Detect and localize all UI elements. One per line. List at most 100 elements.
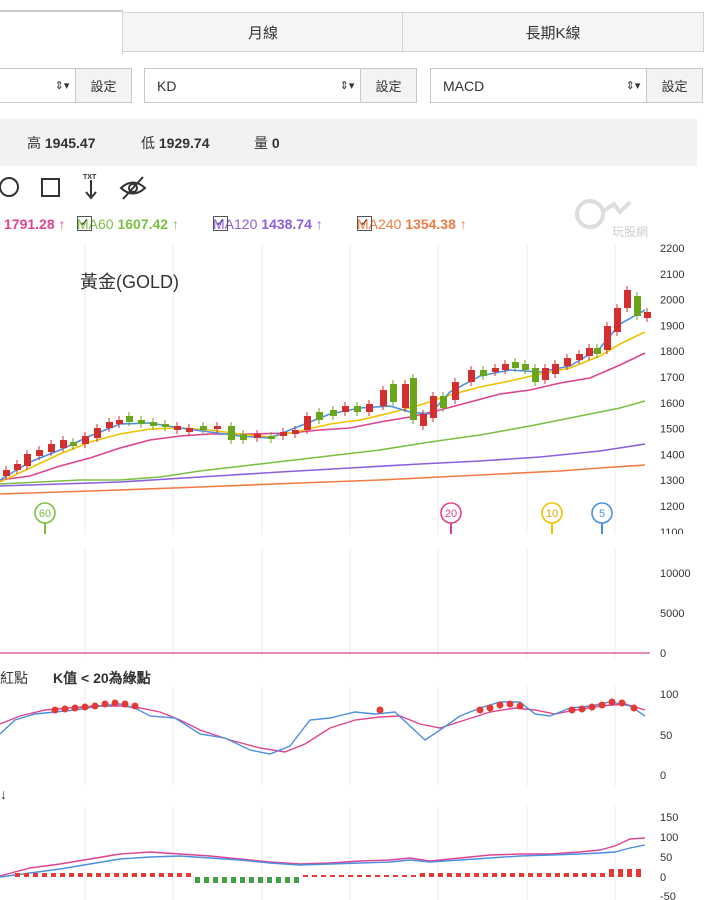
candle-body bbox=[624, 290, 631, 308]
candle-body bbox=[430, 396, 437, 418]
price-chart[interactable]: 黃金(GOLD) 2200 2100 2000 1900 1800 1700 1600 150… bbox=[0, 244, 707, 534]
macd-bar bbox=[456, 873, 461, 877]
macd-axis-label: 150 bbox=[660, 812, 678, 824]
candle-body bbox=[420, 414, 427, 426]
candle-body bbox=[532, 368, 539, 382]
tab-long-term-k[interactable]: 長期K線 bbox=[402, 12, 704, 52]
candle-body bbox=[60, 440, 67, 448]
settings-button-main[interactable]: 設定 bbox=[75, 68, 132, 103]
price-axis-label: 1100 bbox=[660, 527, 684, 534]
indicator-select-macd[interactable]: MACD ⇕▾ bbox=[430, 68, 648, 103]
drawing-tools-svg: TXT bbox=[0, 174, 147, 200]
volume-value: 0 bbox=[271, 134, 280, 151]
volume-chart[interactable]: 10000 5000 0 bbox=[0, 548, 707, 658]
macd-bar bbox=[195, 877, 200, 883]
price-axis-label: 2000 bbox=[660, 295, 684, 307]
candle-body bbox=[94, 428, 101, 438]
ma5-marker-text: 5 bbox=[599, 508, 605, 520]
settings-button-kd[interactable]: 設定 bbox=[360, 68, 417, 103]
ma60-legend-item[interactable]: ✓ MA60 1607.42 ↑ bbox=[77, 216, 179, 232]
indicator-select-kd[interactable]: KD ⇕▾ bbox=[144, 68, 362, 103]
ma10-marker[interactable]: 10 bbox=[541, 502, 563, 534]
tab-active[interactable] bbox=[0, 10, 123, 54]
macd-bar bbox=[384, 875, 389, 877]
ma5-marker[interactable]: 5 bbox=[591, 502, 613, 534]
ma60-value: 1607.42 bbox=[117, 216, 169, 232]
ma240-legend-item[interactable]: ✓ MA240 1354.38 ↑ bbox=[357, 216, 467, 232]
candle-body bbox=[48, 444, 55, 452]
up-arrow-icon: ↑ bbox=[315, 216, 323, 232]
ma240-line bbox=[0, 464, 646, 495]
checkbox-checked-icon[interactable]: ✓ bbox=[213, 216, 228, 231]
up-arrow-icon: ↑ bbox=[459, 216, 467, 232]
macd-chart[interactable]: 150 100 50 0 -50 bbox=[0, 806, 707, 900]
macd-bar bbox=[474, 873, 479, 877]
macd-bar bbox=[24, 873, 29, 877]
k-line bbox=[0, 701, 646, 755]
price-axis: 2200 2100 2000 1900 1800 1700 1600 1500 1400 1300… bbox=[660, 244, 684, 534]
candle-body bbox=[150, 422, 157, 426]
ma60-marker[interactable]: 60 bbox=[34, 502, 56, 534]
watermark-logo: 玩股網 bbox=[575, 199, 648, 239]
macd-bar bbox=[240, 877, 245, 883]
low-label: 低 bbox=[141, 134, 155, 151]
macd-bar bbox=[285, 877, 290, 883]
macd-axis-label: -50 bbox=[660, 891, 676, 900]
checkbox-checked-icon[interactable]: ✓ bbox=[357, 216, 372, 231]
macd-bar bbox=[627, 869, 632, 877]
high-stat: 高 1945.47 bbox=[27, 133, 96, 153]
indicator-select-main[interactable]: ⇕▾ bbox=[0, 68, 77, 103]
candle-body bbox=[604, 326, 611, 350]
candle-body bbox=[440, 396, 447, 408]
settings-button-macd[interactable]: 設定 bbox=[646, 68, 703, 103]
macd-bar bbox=[15, 873, 20, 877]
macd-bar bbox=[366, 875, 371, 877]
low-stat: 低 1929.74 bbox=[141, 133, 210, 153]
macd-bar bbox=[609, 869, 614, 877]
macd-bar bbox=[258, 877, 263, 883]
candle-body bbox=[14, 464, 21, 470]
macd-grid bbox=[84, 806, 616, 900]
macd-bar bbox=[339, 875, 344, 877]
macd-bar bbox=[438, 873, 443, 877]
candle-body bbox=[512, 362, 519, 368]
rectangle-tool-icon[interactable] bbox=[41, 178, 60, 197]
macd-bar bbox=[141, 873, 146, 877]
candle-body bbox=[316, 412, 323, 420]
macd-bar bbox=[501, 873, 506, 877]
candle-body bbox=[502, 364, 509, 370]
candle-body bbox=[292, 430, 299, 434]
macd-bar bbox=[96, 873, 101, 877]
candle-body bbox=[492, 368, 499, 372]
ma20-marker[interactable]: 20 bbox=[440, 502, 462, 534]
macd-bar bbox=[60, 873, 65, 877]
d-line bbox=[0, 703, 646, 753]
candle-body bbox=[644, 312, 651, 318]
macd-bar bbox=[420, 873, 425, 877]
macd-bar bbox=[105, 873, 110, 877]
candle-body bbox=[82, 436, 89, 444]
ma120-legend-item[interactable]: ✓ MA120 1438.74 ↑ bbox=[213, 216, 323, 232]
macd-line bbox=[0, 844, 646, 878]
macd-bar bbox=[546, 873, 551, 877]
macd-bar bbox=[42, 873, 47, 877]
candle-body bbox=[36, 450, 43, 456]
eye-hide-icon[interactable] bbox=[119, 176, 147, 200]
price-axis-label: 1700 bbox=[660, 372, 684, 384]
candle-body bbox=[564, 358, 571, 366]
macd-bar bbox=[357, 875, 362, 877]
tab-monthly[interactable]: 月線 bbox=[122, 12, 404, 52]
ma5-line bbox=[0, 309, 646, 481]
macd-bar bbox=[393, 875, 398, 877]
macd-bar bbox=[159, 873, 164, 877]
macd-bar bbox=[177, 873, 182, 877]
kd-chart[interactable]: 100 50 0 bbox=[0, 686, 707, 786]
circle-tool-icon[interactable] bbox=[0, 177, 19, 197]
checkbox-checked-icon[interactable]: ✓ bbox=[77, 216, 92, 231]
text-tool-icon[interactable]: TXT bbox=[83, 174, 97, 200]
macd-bar bbox=[312, 875, 317, 877]
kd-axis-label: 100 bbox=[660, 689, 678, 701]
macd-bar bbox=[51, 873, 56, 877]
macd-bar bbox=[78, 873, 83, 877]
candle-body bbox=[586, 348, 593, 356]
